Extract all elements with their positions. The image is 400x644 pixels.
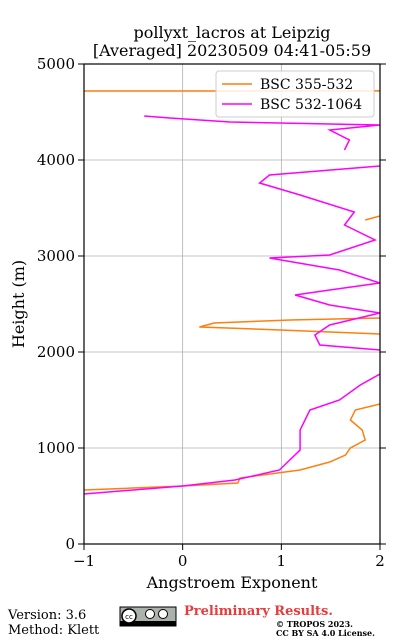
copyright: © TROPOS 2023. — [276, 619, 353, 629]
y-tick-label: 2000 — [37, 343, 75, 361]
y-tick-label: 4000 — [37, 151, 75, 169]
method: Method: Klett — [8, 623, 100, 638]
chart-title: pollyxt_lacros at Leipzig — [133, 23, 330, 42]
y-axis-label: Height (m) — [9, 260, 28, 348]
legend-box — [215, 70, 375, 118]
version: Version: 3.6 — [7, 608, 86, 623]
legend-label: BSC 355-532 — [260, 77, 353, 93]
plot-frame — [83, 63, 381, 545]
cc-logo: cc — [119, 606, 177, 627]
notice: Preliminary Results. — [184, 604, 333, 619]
y-tick-label: 5000 — [37, 55, 75, 73]
legend-label: BSC 532-1064 — [260, 97, 362, 113]
x-tick-label: 0 — [178, 552, 188, 570]
chart-subtitle: [Averaged] 20230509 04:41-05:59 — [93, 41, 371, 60]
y-tick-label: 3000 — [37, 247, 75, 265]
x-tick-label: 1 — [277, 552, 287, 570]
data-line — [84, 115, 380, 495]
y-tick-label: 1000 — [37, 439, 75, 457]
license: CC BY SA 4.0 License. — [276, 628, 375, 638]
x-tick-label: −1 — [73, 552, 95, 570]
data-line — [84, 90, 380, 491]
svg-text:cc: cc — [125, 613, 133, 621]
x-axis-label: Angstroem Exponent — [146, 573, 318, 592]
y-tick-label: 0 — [65, 535, 75, 553]
x-tick-label: 2 — [375, 552, 385, 570]
